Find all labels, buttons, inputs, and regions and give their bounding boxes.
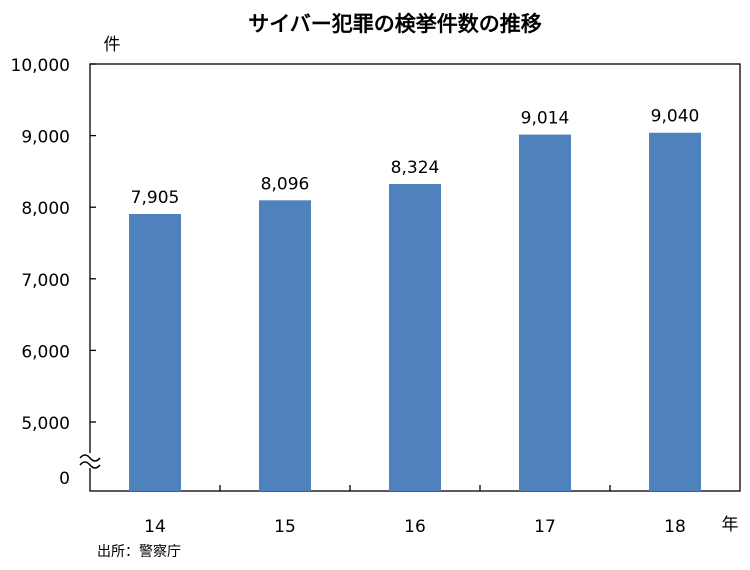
bars <box>129 132 701 492</box>
value-label-16: 8,324 <box>391 158 440 178</box>
bar-16 <box>389 184 441 492</box>
x-tick-label-15: 15 <box>274 517 296 537</box>
bar-14 <box>129 214 181 491</box>
axis-break-symbol <box>79 453 101 469</box>
value-label-17: 9,014 <box>521 109 570 129</box>
y-axis-zero-label: 0 <box>59 469 70 489</box>
x-axis-unit-label: 年 <box>722 515 739 535</box>
y-tick-label: 7,000 <box>21 271 70 291</box>
bar-17 <box>519 134 571 491</box>
x-tick-label-17: 17 <box>534 517 556 537</box>
x-tick-label-16: 16 <box>404 517 426 537</box>
x-tick-label-18: 18 <box>664 517 686 537</box>
y-tick-label: 6,000 <box>21 342 70 362</box>
y-tick-label: 5,000 <box>21 414 70 434</box>
chart-title: サイバー犯罪の検挙件数の推移 <box>248 12 542 36</box>
bar-18 <box>649 132 701 491</box>
y-axis-unit-label: 件 <box>104 35 121 55</box>
value-label-15: 8,096 <box>261 174 310 194</box>
bar-15 <box>259 200 311 491</box>
plot-area: 5,000 6,000 7,000 8,000 9,000 10,000 7,905 8,0… <box>11 56 741 537</box>
y-axis-ticks: 5,000 6,000 7,000 8,000 9,000 10,000 <box>11 56 96 434</box>
value-label-14: 7,905 <box>131 188 180 208</box>
x-tick-label-14: 14 <box>144 517 166 537</box>
value-labels: 7,905 8,096 8,324 9,014 9,040 <box>131 107 700 208</box>
value-label-18: 9,040 <box>651 107 700 127</box>
y-tick-label: 10,000 <box>11 56 70 76</box>
y-tick-label: 9,000 <box>21 128 70 148</box>
y-tick-label: 8,000 <box>21 199 70 219</box>
source-note: 出所：警察庁 <box>97 543 181 560</box>
x-axis-labels: 14 15 16 17 18 <box>144 485 686 537</box>
